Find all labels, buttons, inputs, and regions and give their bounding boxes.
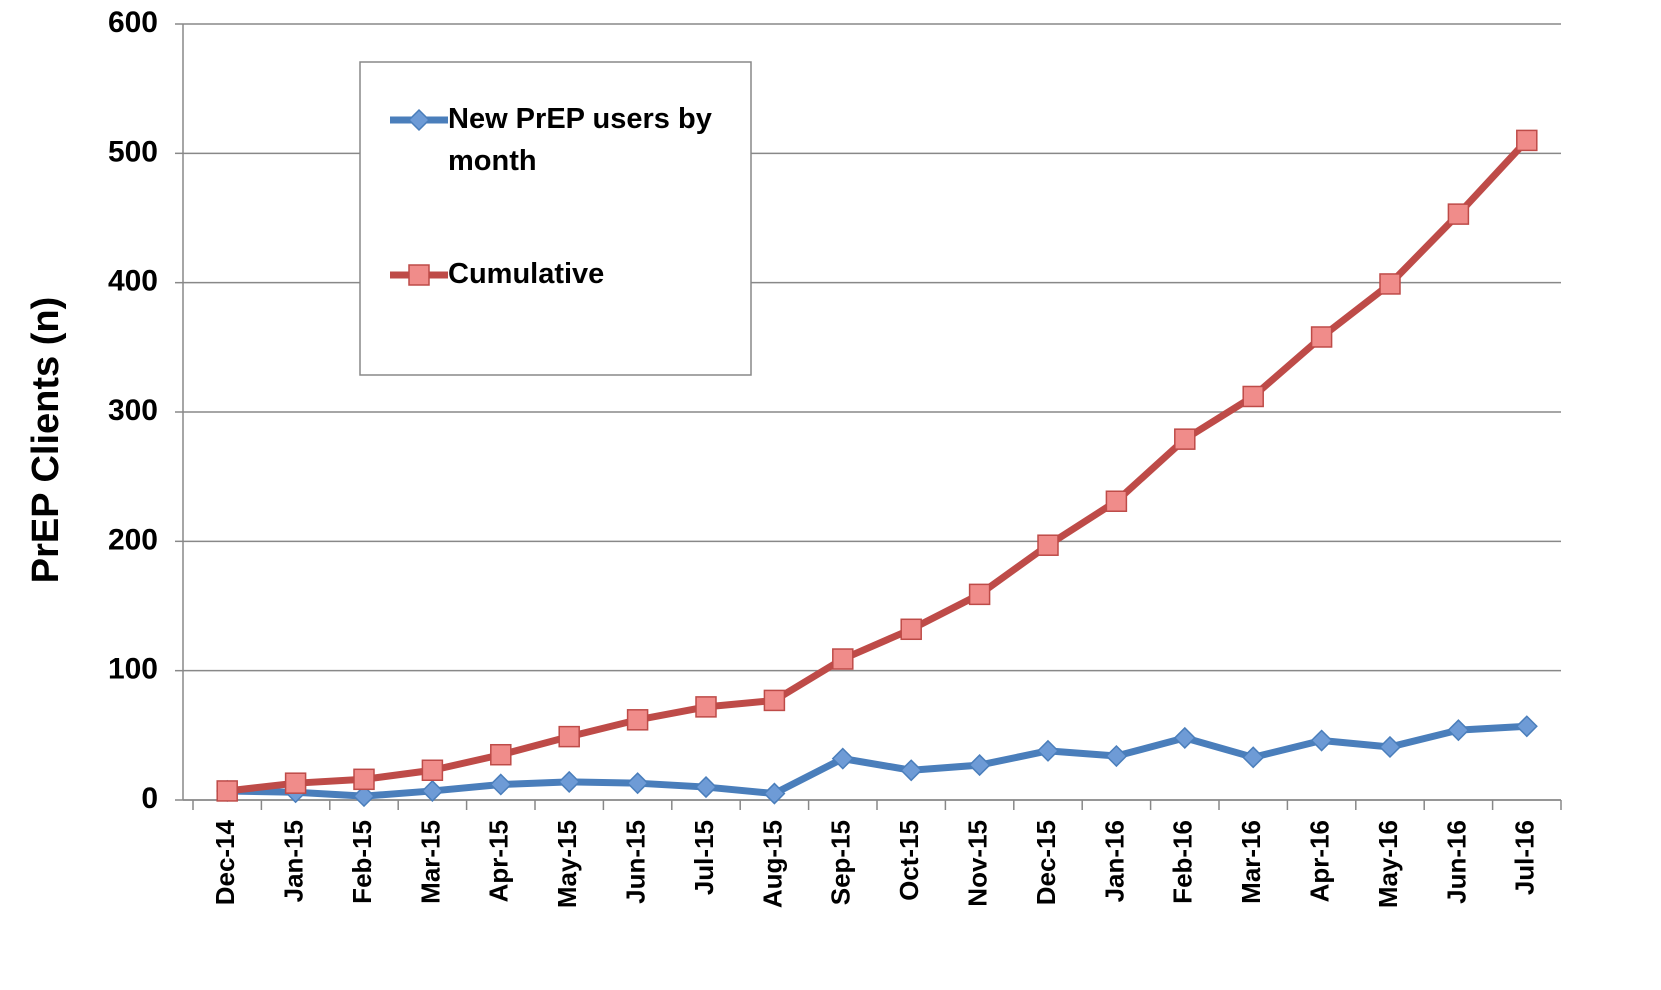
marker — [763, 689, 786, 712]
marker — [421, 759, 444, 782]
y-tick-label: 600 — [108, 6, 158, 39]
marker — [1037, 534, 1059, 556]
x-tick-label: Jun-16 — [1441, 820, 1471, 904]
marker — [352, 785, 376, 808]
marker — [353, 768, 375, 791]
marker — [763, 782, 786, 805]
marker — [1242, 385, 1264, 408]
marker — [831, 747, 854, 770]
marker — [968, 754, 991, 777]
marker — [558, 770, 581, 793]
x-tick-label: Jul-16 — [1510, 820, 1540, 895]
marker — [1173, 726, 1196, 749]
marker — [558, 725, 580, 748]
marker — [1174, 428, 1196, 450]
marker — [626, 772, 649, 795]
x-tick-label: Feb-15 — [347, 820, 377, 904]
marker — [1516, 129, 1538, 152]
x-tick-label: Sep-15 — [826, 820, 856, 905]
marker — [968, 583, 991, 606]
marker — [832, 648, 854, 670]
legend-label: Cumulative — [448, 258, 604, 290]
series-line — [227, 722, 1527, 800]
marker — [1242, 746, 1265, 769]
marker — [284, 772, 307, 794]
x-tick-label: Feb-16 — [1168, 820, 1198, 904]
x-tick-label: Jan-16 — [1099, 820, 1129, 902]
x-tick-label: Dec-15 — [1031, 820, 1061, 905]
x-tick-label: Jul-15 — [689, 820, 719, 895]
marker — [1378, 735, 1402, 759]
y-tick-label: 200 — [108, 523, 158, 556]
x-tick-label: Dec-14 — [210, 819, 240, 905]
x-tick-label: Mar-15 — [415, 820, 445, 904]
series-line — [226, 138, 1530, 795]
marker — [900, 759, 923, 782]
x-tick-label: Apr-16 — [1304, 820, 1334, 902]
x-tick-label: May-16 — [1373, 820, 1403, 908]
marker — [490, 743, 512, 766]
marker — [1379, 273, 1401, 295]
marker — [1105, 744, 1128, 768]
y-tick-label: 300 — [108, 394, 158, 427]
marker — [1036, 739, 1060, 762]
marker — [408, 264, 430, 286]
marker — [626, 709, 649, 731]
x-tick-label: Apr-15 — [484, 820, 514, 902]
marker — [695, 696, 717, 718]
marker — [421, 779, 444, 803]
marker — [489, 773, 512, 796]
x-tick-label: Mar-16 — [1236, 820, 1266, 904]
x-tick-label: Nov-15 — [962, 820, 992, 907]
marker — [1310, 326, 1333, 348]
x-tick-label: Jun-15 — [620, 820, 650, 904]
legend-label: New PrEP users by month — [448, 103, 712, 177]
marker — [1310, 729, 1333, 752]
y-tick-label: 0 — [141, 782, 158, 815]
marker — [1105, 490, 1128, 512]
y-axis-label: PrEP Clients (n) — [25, 297, 67, 583]
marker — [1515, 715, 1538, 738]
y-tick-label: 500 — [108, 135, 158, 168]
marker — [1447, 203, 1470, 225]
y-tick-label: 400 — [108, 265, 158, 298]
x-tick-label: Jan-15 — [278, 820, 308, 902]
x-tick-label: Aug-15 — [757, 820, 787, 908]
marker — [407, 108, 431, 132]
y-tick-label: 100 — [108, 653, 158, 686]
marker — [216, 780, 238, 802]
marker — [694, 776, 718, 799]
legend-box — [359, 61, 752, 376]
x-tick-label: May-15 — [552, 820, 582, 908]
marker — [900, 618, 922, 641]
x-tick-label: Oct-15 — [894, 820, 924, 901]
marker — [1447, 719, 1470, 742]
